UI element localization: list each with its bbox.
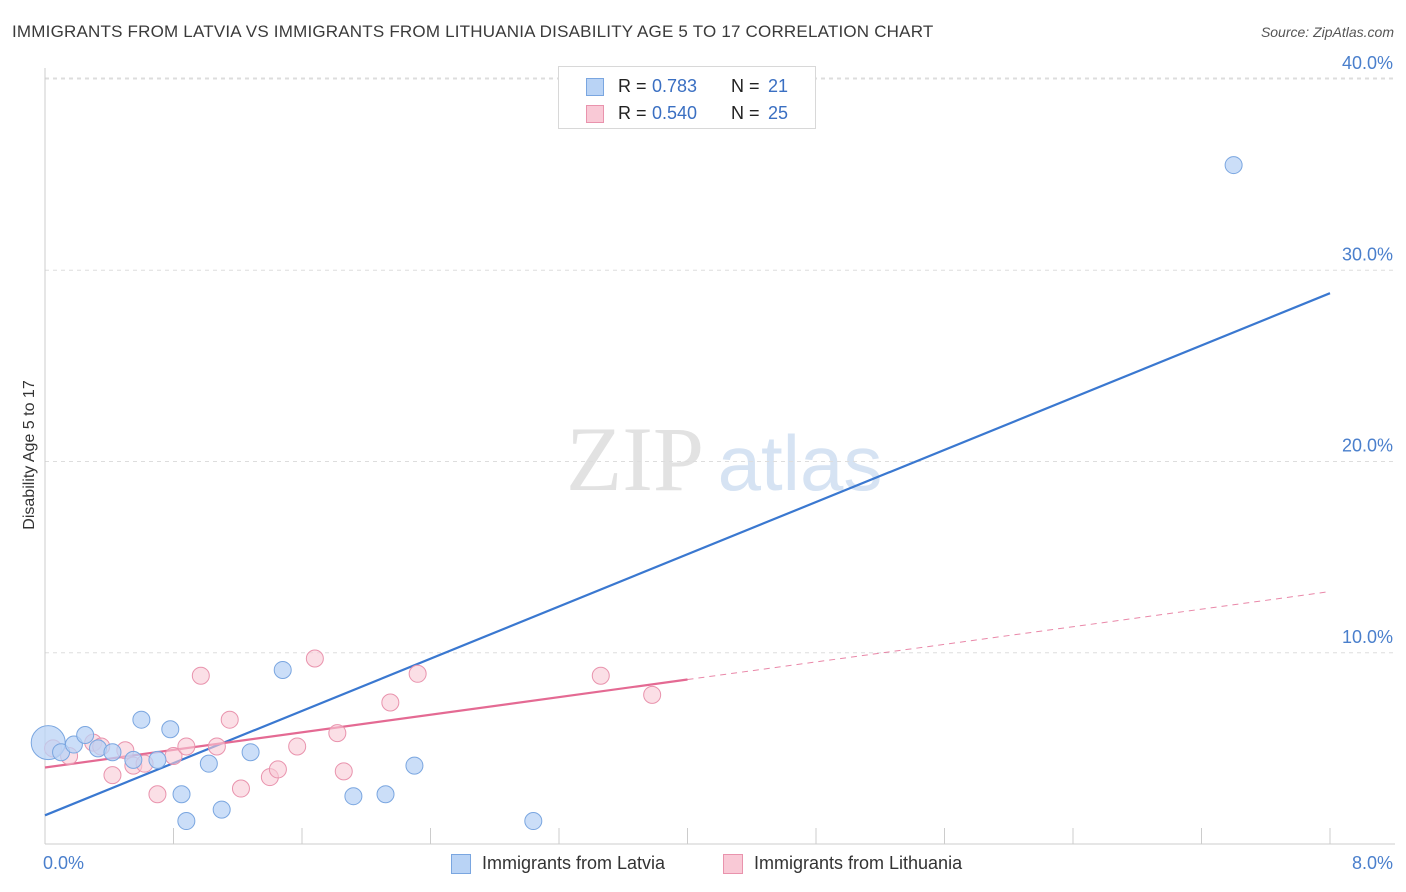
legend-r-value: 0.540 xyxy=(652,103,698,123)
legend-swatch-lithuania xyxy=(723,854,743,874)
source-label: Source: ZipAtlas.com xyxy=(1260,24,1394,40)
data-point-latvia xyxy=(172,785,191,804)
data-point-latvia xyxy=(132,710,151,729)
legend-r-value: 0.783 xyxy=(652,76,698,96)
data-point-latvia xyxy=(212,800,231,819)
data-point-lithuania xyxy=(231,779,250,798)
x-tick-label: 0.0% xyxy=(43,853,84,873)
data-point-latvia xyxy=(124,750,143,769)
data-point-latvia xyxy=(199,754,218,773)
chart-title: IMMIGRANTS FROM LATVIA VS IMMIGRANTS FRO… xyxy=(12,22,934,41)
data-point-latvia xyxy=(161,720,180,739)
legend-swatch-latvia xyxy=(451,854,471,874)
axes xyxy=(44,68,1395,845)
legend-swatch-latvia xyxy=(586,78,604,96)
data-point-lithuania xyxy=(591,666,610,685)
legend-n-value: 21 xyxy=(768,76,789,96)
y-tick-label: 40.0% xyxy=(1342,53,1393,73)
gridlines xyxy=(45,77,1395,654)
data-point-lithuania xyxy=(220,710,239,729)
data-point-lithuania xyxy=(381,693,400,712)
data-point-lithuania xyxy=(148,785,167,804)
data-point-latvia xyxy=(177,812,196,831)
watermark: ZIP atlas xyxy=(566,408,882,510)
data-point-lithuania xyxy=(408,664,427,683)
data-point-latvia xyxy=(1224,156,1243,175)
y-tick-label: 10.0% xyxy=(1342,627,1393,647)
data-point-latvia xyxy=(241,743,260,762)
legend-n-label: N = xyxy=(731,76,760,96)
data-point-latvia xyxy=(76,725,95,744)
trend-lines xyxy=(44,292,1331,817)
data-point-lithuania xyxy=(328,724,347,743)
data-point-latvia xyxy=(344,787,363,806)
y-axis-label: Disability Age 5 to 17 xyxy=(21,380,38,530)
data-point-lithuania xyxy=(103,766,122,785)
data-point-lithuania xyxy=(268,760,287,779)
data-point-latvia xyxy=(405,756,424,775)
legend-n-label: N = xyxy=(731,103,760,123)
y-tick-label: 20.0% xyxy=(1342,436,1393,456)
data-point-lithuania xyxy=(305,649,324,668)
trend-line-extension-lithuania xyxy=(687,591,1331,681)
legend-label-latvia: Immigrants from Latvia xyxy=(482,853,666,873)
legend-n-value: 25 xyxy=(768,103,789,123)
data-point-latvia xyxy=(376,785,395,804)
data-point-latvia xyxy=(103,743,122,762)
x-axis-tick-labels: 0.0% 8.0% xyxy=(43,853,1393,873)
trend-line-latvia xyxy=(44,292,1331,817)
data-point-latvia xyxy=(148,750,167,769)
data-point-latvia xyxy=(273,660,292,679)
x-tick-label: 8.0% xyxy=(1352,853,1393,873)
data-point-lithuania xyxy=(191,666,210,685)
legend-swatch-lithuania xyxy=(586,105,604,123)
y-axis-tick-labels: 10.0% 20.0% 30.0% 40.0% xyxy=(1342,53,1393,647)
data-point-lithuania xyxy=(207,737,226,756)
data-point-lithuania xyxy=(288,737,307,756)
watermark-atlas: atlas xyxy=(718,419,883,507)
watermark-zip: ZIP xyxy=(566,408,704,510)
data-point-lithuania xyxy=(643,685,662,704)
x-axis-ticks xyxy=(173,828,1331,844)
data-point-lithuania xyxy=(177,737,196,756)
data-point-lithuania xyxy=(334,762,353,781)
legend-row-lithuania: R = 0.540 N = 25 xyxy=(559,100,815,128)
data-point-latvia xyxy=(524,812,543,831)
legend-r-label: R = xyxy=(618,103,647,123)
legend-r-label: R = xyxy=(618,76,647,96)
y-tick-label: 30.0% xyxy=(1342,244,1393,264)
data-points xyxy=(30,156,1243,831)
correlation-legend: R = 0.783 N = 21 R = 0.540 N = 25 xyxy=(558,66,816,129)
legend-row-latvia: R = 0.783 N = 21 xyxy=(559,73,815,101)
legend-label-lithuania: Immigrants from Lithuania xyxy=(754,853,963,873)
